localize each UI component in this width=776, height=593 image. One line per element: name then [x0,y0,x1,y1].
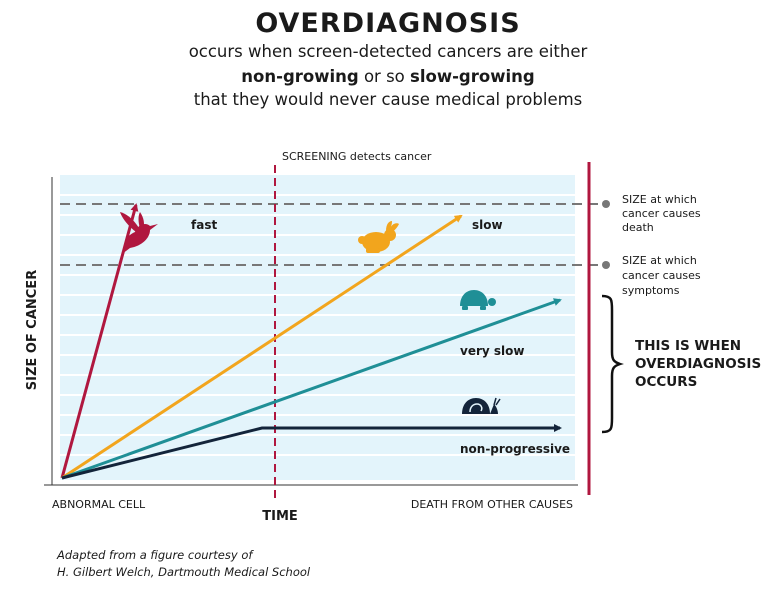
rabbit-icon [358,221,399,253]
x-end-label: DEATH FROM OTHER CAUSES [411,498,573,511]
non-growing-emphasis: non-growing [241,67,359,86]
x-axis-label: TIME [262,509,298,524]
overdiagnosis-note: THIS IS WHEN OVERDIAGNOSIS OCCURS [635,338,766,390]
subtitle-connector: or so [358,67,411,86]
x-start-label: ABNORMAL CELL [52,498,146,511]
overdiagnosis-brace [601,294,624,434]
very-slow-growth-line [61,298,562,480]
snail-icon [460,397,501,414]
fast-label: fast [191,218,217,232]
credit-line-1: Adapted from a figure courtesy of [57,548,253,562]
screening-label: SCREENING detects cancer [282,150,432,163]
subtitle-line-1: occurs when screen-detected cancers are … [188,42,588,61]
very-slow-label: very slow [460,344,524,358]
non-progressive-line [61,424,562,480]
page-title: OVERDIAGNOSIS [255,8,521,39]
y-axis-label: SIZE OF CANCER [25,270,40,390]
credit-line-2: H. Gilbert Welch, Dartmouth Medical Scho… [57,565,311,579]
death-threshold-label: SIZE at which cancer causes death [622,193,704,234]
hummingbird-icon [120,212,158,254]
slow-growing-emphasis: slow-growing [410,67,535,86]
subtitle-line-2: non-growing or so slow-growing [0,67,776,86]
slow-label: slow [472,218,503,232]
non-progressive-label: non-progressive [460,442,570,456]
fast-growth-line [60,203,139,479]
slow-growth-line [61,214,463,480]
subtitle-line-3: that they would never cause medical prob… [193,90,583,109]
figure-credit: Adapted from a figure courtesy of H. Gil… [57,547,310,581]
turtle-icon [460,290,496,310]
symptoms-threshold-dot [602,261,610,269]
death-threshold-dot [602,200,610,208]
symptoms-threshold-label: SIZE at which cancer causes symptoms [622,254,704,297]
